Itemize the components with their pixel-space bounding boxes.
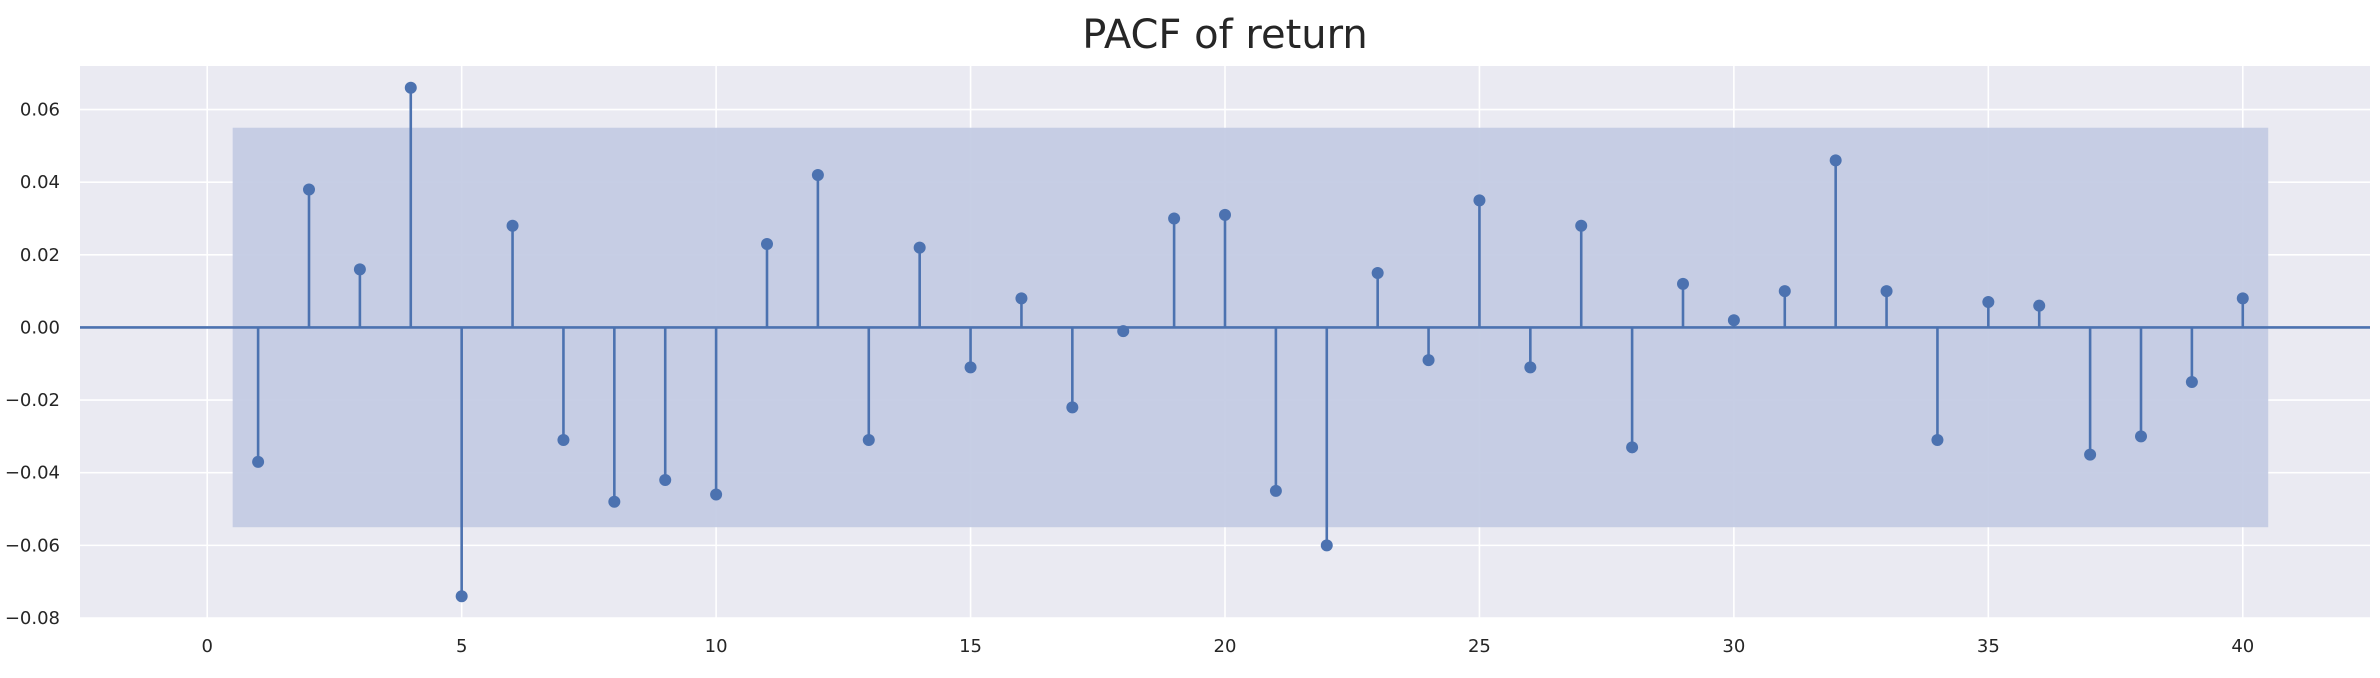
data-point [913, 241, 926, 254]
y-tick-label: −0.04 [5, 463, 60, 484]
markers [252, 81, 2249, 603]
x-tick-label: 0 [201, 636, 212, 657]
data-point [710, 488, 723, 501]
data-point [1727, 314, 1740, 327]
data-point [659, 474, 672, 486]
x-tick-label: 35 [1977, 636, 2000, 657]
y-tick-labels: −0.08 −0.06 −0.04 −0.02 0.00 0.02 0.04 0.06 [5, 100, 60, 629]
data-point [964, 361, 977, 374]
y-tick-label: 0.00 [20, 317, 60, 338]
data-point [1931, 434, 1944, 447]
data-point [1269, 484, 1282, 497]
data-point [1778, 285, 1791, 298]
data-point [1371, 267, 1384, 279]
data-point [2084, 448, 2097, 461]
data-point [862, 434, 875, 447]
data-point [1982, 296, 1995, 309]
data-point [1168, 212, 1181, 225]
x-tick-label: 20 [1214, 636, 1237, 657]
y-tick-label: −0.06 [5, 535, 60, 556]
stems [256, 87, 2245, 597]
x-tick-label: 10 [705, 636, 728, 657]
data-point [1626, 441, 1639, 454]
data-point [2135, 430, 2147, 443]
data-point [1015, 292, 1028, 305]
data-point [1677, 277, 1689, 290]
data-point [404, 81, 417, 94]
x-tick-label: 25 [1468, 636, 1491, 657]
data-point [2236, 292, 2249, 305]
data-point [1117, 325, 1130, 338]
y-tick-label: −0.02 [5, 390, 60, 411]
data-point [252, 455, 265, 468]
x-tick-label: 30 [1722, 636, 1745, 657]
data-point [608, 495, 621, 508]
x-tick-labels: 0 5 10 15 20 25 30 35 40 [201, 636, 2254, 657]
data-point [1219, 208, 1231, 221]
y-tick-label: 0.06 [20, 100, 60, 121]
data-point [811, 168, 824, 181]
data-point [1880, 285, 1893, 298]
y-tick-label: 0.04 [20, 172, 60, 193]
data-point [2033, 299, 2046, 312]
data-point [1422, 354, 1435, 367]
x-tick-label: 40 [2231, 636, 2254, 657]
data-point [761, 237, 773, 250]
x-tick-label: 15 [959, 636, 982, 657]
data-point [2185, 375, 2198, 388]
data-point [1524, 361, 1537, 374]
data-point [1473, 194, 1486, 207]
data-point [1066, 401, 1079, 414]
data-point [506, 219, 519, 232]
data-point [557, 434, 570, 447]
data-point [303, 183, 315, 196]
y-tick-label: 0.02 [20, 245, 60, 266]
data-point [1575, 219, 1588, 232]
data-point [455, 590, 468, 603]
data-point [353, 263, 366, 276]
x-tick-label: 5 [456, 636, 467, 657]
data-point [1829, 154, 1842, 167]
chart-title: PACF of return [1082, 12, 1367, 58]
data-point [1320, 539, 1333, 552]
y-tick-label: −0.08 [5, 608, 60, 629]
